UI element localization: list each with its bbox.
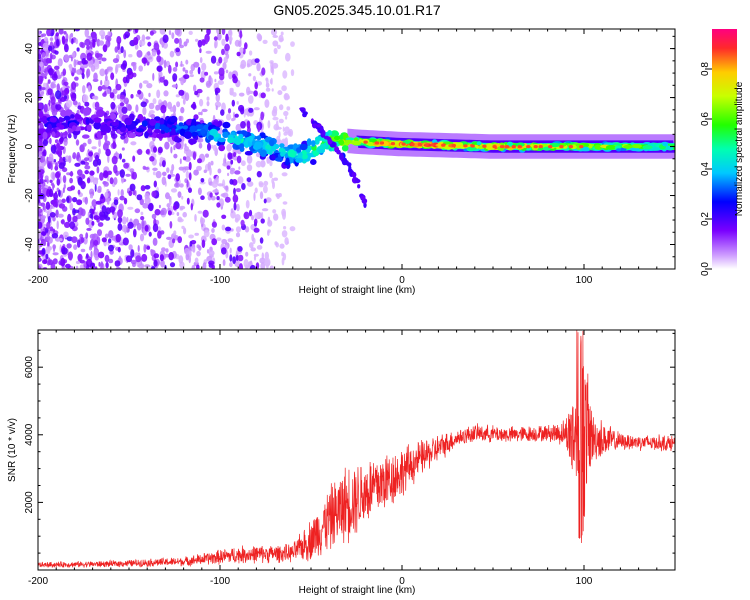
colorbar-tick-label: 0.4: [700, 162, 711, 176]
spectrogram-xtick-label: 100: [576, 275, 593, 286]
colorbar-tick-label: 0.0: [700, 262, 711, 276]
spectrogram-heatmap: [38, 29, 675, 269]
snr-xtick-label: -100: [210, 576, 230, 587]
colorbar-label: Normalized spectral amplitude: [734, 81, 745, 216]
figure-title: GN05.2025.345.10.01.R17: [273, 2, 441, 18]
colorbar-tick-label: 0.6: [700, 112, 711, 126]
snr-frame: [37, 329, 676, 571]
spectrogram-xtick-label: 0: [399, 275, 405, 286]
snr-axes: -200 -100 0 100 2000 4000 6000: [24, 330, 675, 587]
colorbar-gradient: [712, 29, 737, 269]
snr-ytick-label: 2000: [24, 491, 35, 514]
spectrogram-ylabel: Frequency (Hz): [7, 115, 18, 184]
colorbar-ticks: 0.0 0.2 0.4 0.6 0.8: [700, 62, 712, 276]
snr-ytick-label: 4000: [24, 423, 35, 446]
snr-xtick-label: -200: [28, 576, 48, 587]
snr-series-line: [38, 330, 675, 568]
spectrogram-xlabel: Height of straight line (km): [299, 285, 416, 296]
spectrogram-frame: [37, 28, 676, 270]
snr-xlabel: Height of straight line (km): [299, 585, 416, 596]
spectrogram-ytick-label: 40: [24, 43, 35, 55]
colorbar-tick-label: 0.8: [700, 62, 711, 76]
colorbar-tick-label: 0.2: [700, 212, 711, 226]
colorbar: 0.0 0.2 0.4 0.6 0.8 Normalized spectral ampl…: [700, 29, 745, 276]
spectrogram-ytick-label: 0: [24, 143, 35, 149]
snr-xtick-label: 100: [576, 576, 593, 587]
spectrogram-xtick-label: -200: [28, 275, 48, 286]
snr-ytick-label: 6000: [24, 356, 35, 379]
spectrogram-xtick-label: -100: [210, 275, 230, 286]
snr-xtick-label: 0: [399, 576, 405, 587]
snr-ylabel: SNR (10 * v/v): [7, 418, 18, 482]
spectrogram-ytick-label: -20: [24, 188, 35, 203]
spectrogram-ytick-label: 20: [24, 92, 35, 104]
spectrogram-ytick-label: -40: [24, 237, 35, 252]
